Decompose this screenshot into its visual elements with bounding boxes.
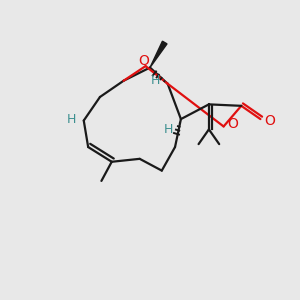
Text: O: O (228, 117, 238, 131)
Text: H: H (164, 123, 173, 136)
Text: H: H (151, 74, 160, 87)
Text: O: O (139, 54, 149, 68)
Text: H: H (67, 112, 76, 126)
Text: O: O (264, 114, 275, 128)
Polygon shape (150, 41, 167, 68)
